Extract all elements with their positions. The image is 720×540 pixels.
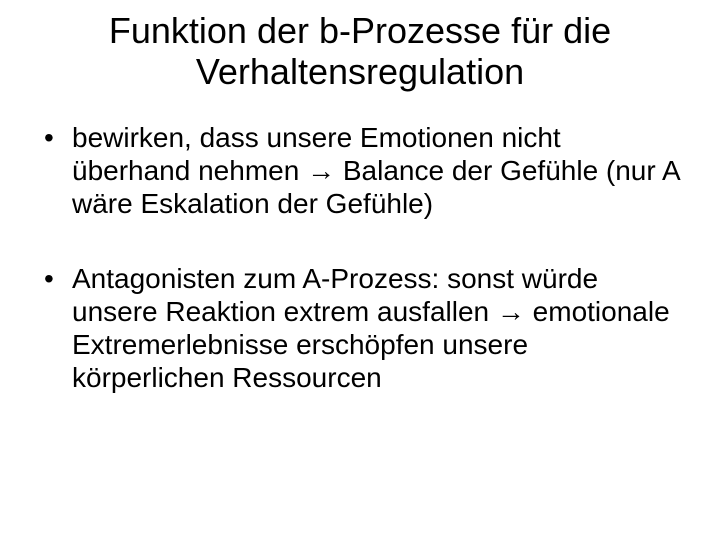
- bullet-text: Antagonisten zum A-Prozess: sonst würde …: [72, 263, 670, 393]
- bullet-list: bewirken, dass unsere Emotionen nicht üb…: [30, 121, 690, 394]
- list-item: bewirken, dass unsere Emotionen nicht üb…: [40, 121, 680, 220]
- bullet-text: bewirken, dass unsere Emotionen nicht üb…: [72, 122, 679, 219]
- slide-title: Funktion der b-Prozesse für die Verhalte…: [30, 10, 690, 93]
- slide: Funktion der b-Prozesse für die Verhalte…: [0, 0, 720, 540]
- list-item: Antagonisten zum A-Prozess: sonst würde …: [40, 262, 680, 394]
